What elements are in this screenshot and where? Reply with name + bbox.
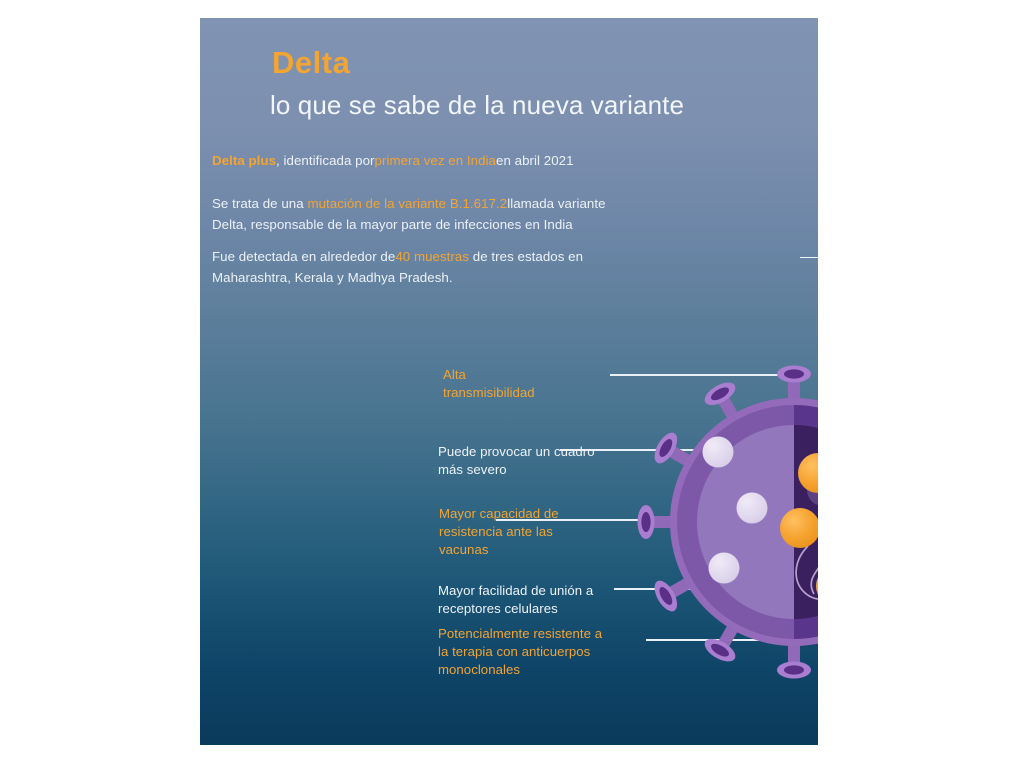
paragraph-mutation-text2: llamada variante Delta, responsable de l… [212, 196, 606, 232]
paragraph-samples-text1: Fue detectada en alrededor de [212, 249, 396, 264]
paragraph-samples-text2: de tres estados en Maharashtra, Kerala y… [212, 249, 584, 285]
paragraph-samples: Fue detectada en alrededor de40 muestras… [212, 246, 642, 288]
paragraph-intro-highlight: primera vez en India [374, 153, 497, 168]
label-alta-transmisibilidad: Alta transmisibilidad [443, 367, 535, 400]
virus-protein-pale [702, 436, 818, 584]
paragraph-mutation-highlight: mutación de la variante B.1.617.2 [307, 196, 508, 211]
poster: Delta lo que se sabe de la nueva variant… [200, 18, 818, 745]
virus-protein-orange [780, 453, 818, 595]
label-resistencia-vacunas: Mayor capacidad de resistencia ante las va… [439, 506, 559, 557]
coronavirus-illustration [608, 336, 818, 708]
paragraph-mutation-text1: Se trata de una [212, 196, 308, 211]
paragraph-intro-text2: en abril 2021 [496, 153, 574, 168]
page-title: Delta [272, 45, 351, 80]
paragraph-samples-highlight: 40 muestras [395, 249, 470, 264]
label-cuadro-severo: Puede provocar un cuadro más severo [438, 444, 595, 477]
label-anticuerpos-monoclonales: Potencialmente resistente a la terapia co… [438, 626, 603, 677]
label-union-receptores: Mayor facilidad de unión a receptores cel… [438, 583, 594, 616]
page-subtitle: lo que se sabe de la nueva variante [270, 90, 685, 120]
virus-rna-strands [795, 487, 818, 600]
paragraph-intro: Delta plus, identificada porprimera vez … [212, 150, 574, 171]
paragraph-mutation: Se trata de una mutación de la variante … [212, 193, 642, 235]
paragraph-intro-lead: Delta plus [212, 153, 277, 168]
paragraph-intro-text1: , identificada por [276, 153, 375, 168]
map-leader-line-2 [800, 257, 818, 259]
